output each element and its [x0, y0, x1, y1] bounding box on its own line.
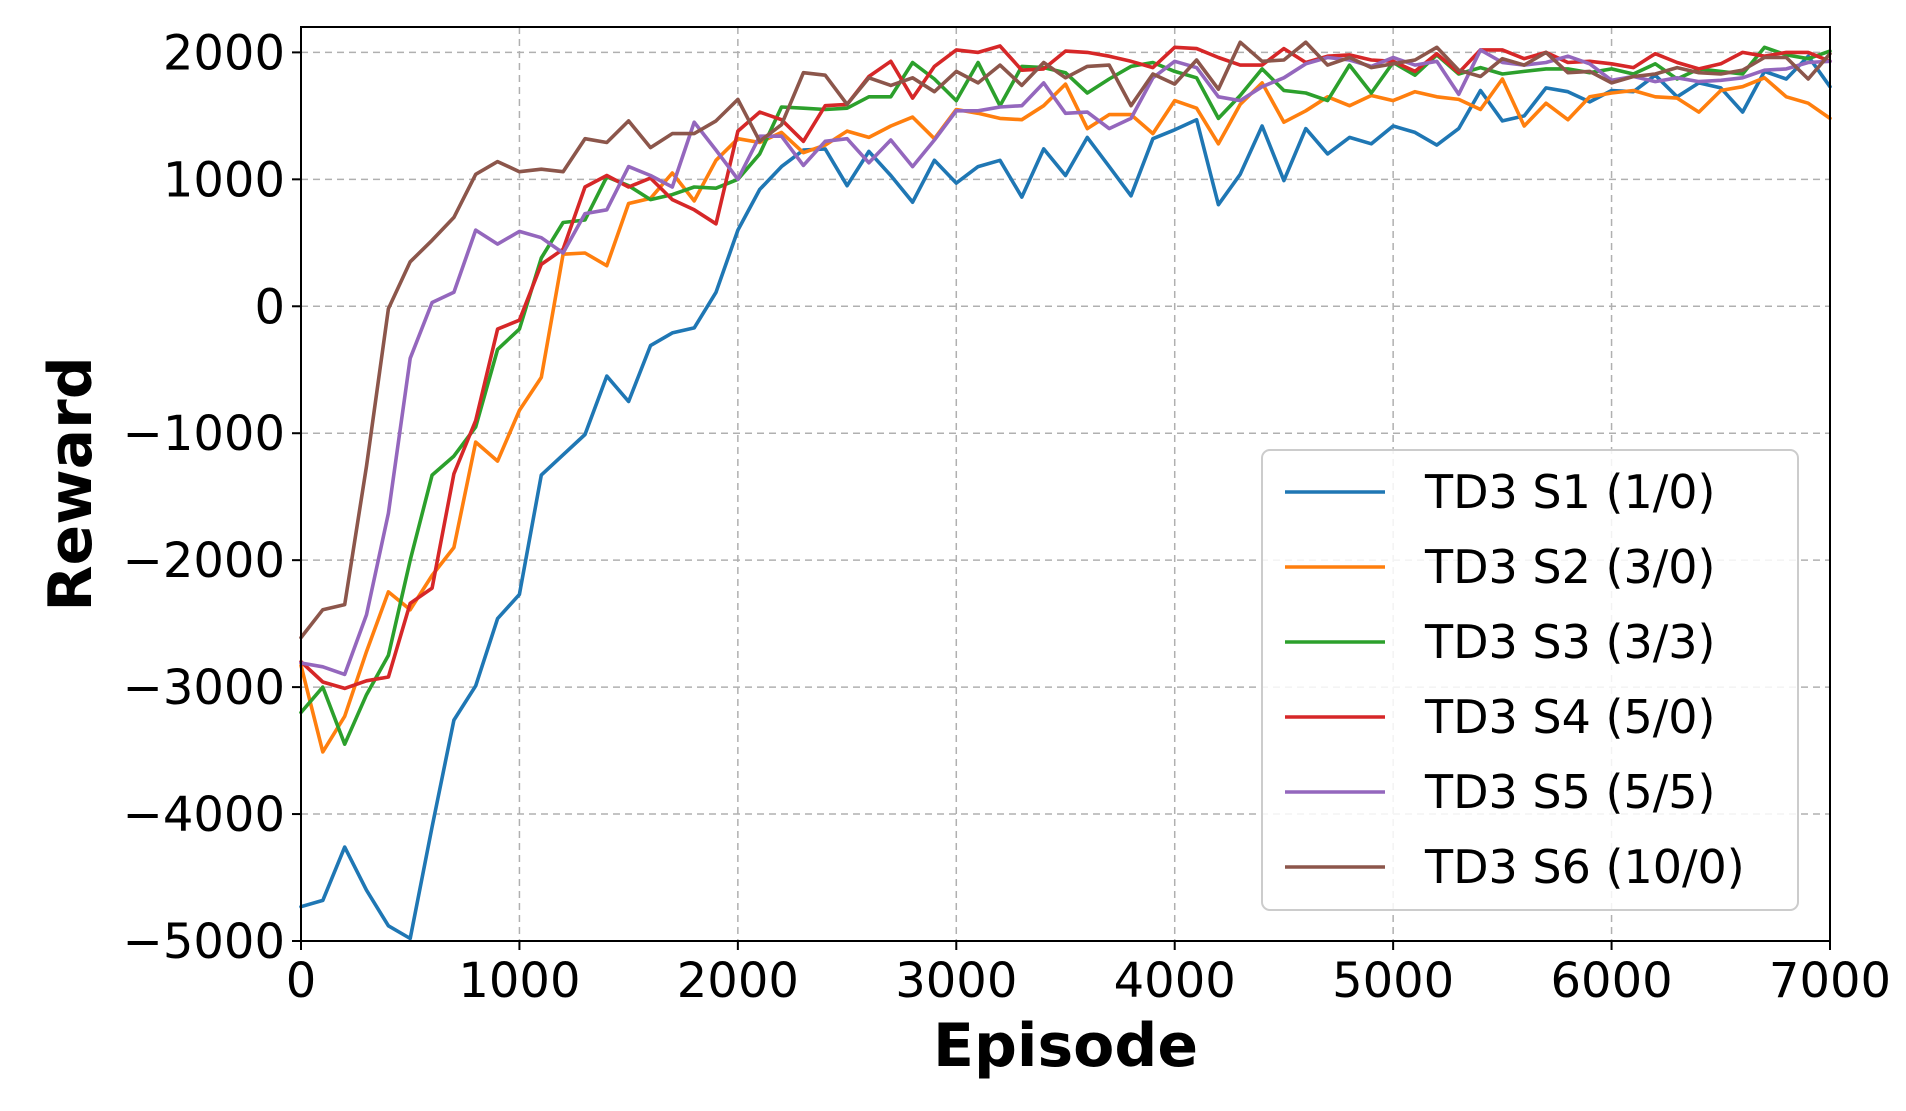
series-line-s6: [299, 40, 1832, 640]
legend-label: TD3 S4 (5/0): [1424, 690, 1715, 744]
legend-entry: TD3 S2 (3/0): [1285, 540, 1715, 594]
x-tick-label: 7000: [1769, 953, 1891, 1009]
legend: TD3 S1 (1/0) TD3 S2 (3/0) TD3 S3 (3/3) TD3 …: [1261, 449, 1799, 911]
series-line-s3: [299, 45, 1832, 747]
legend-label: TD3 S5 (5/5): [1424, 765, 1715, 819]
x-axis-title: Episode: [933, 1011, 1198, 1081]
x-tick-label: 0: [286, 953, 317, 1009]
x-axis-ticks: 0 1000 2000 3000 4000 5000 6000 7000: [286, 941, 1891, 1009]
x-tick-label: 1000: [458, 953, 580, 1009]
legend-entry: TD3 S4 (5/0): [1285, 690, 1715, 744]
x-tick-label: 5000: [1332, 953, 1454, 1009]
series-line-s5: [299, 48, 1832, 677]
y-tick-label: 2000: [163, 25, 285, 81]
series-line-s2: [299, 76, 1832, 754]
legend-entry: TD3 S1 (1/0): [1285, 465, 1715, 519]
series-line-s4: [299, 44, 1832, 691]
x-tick-label: 6000: [1550, 953, 1672, 1009]
legend-entry: TD3 S6 (10/0): [1285, 840, 1745, 894]
legend-label: TD3 S2 (3/0): [1424, 540, 1715, 594]
legend-entry: TD3 S5 (5/5): [1285, 765, 1715, 819]
x-tick-label: 2000: [677, 953, 799, 1009]
legend-box: [1261, 449, 1799, 911]
plot-frame: [300, 26, 1831, 942]
y-tick-label: −3000: [123, 660, 285, 716]
y-tick-label: 1000: [163, 152, 285, 208]
y-axis-title: Reward: [36, 356, 106, 611]
y-tick-label: −1000: [123, 406, 285, 462]
legend-label: TD3 S1 (1/0): [1424, 465, 1715, 519]
series-lines: [299, 40, 1832, 941]
x-tick-label: 3000: [895, 953, 1017, 1009]
y-tick-label: 0: [254, 279, 285, 335]
legend-label: TD3 S3 (3/3): [1424, 615, 1715, 669]
y-tick-label: −4000: [123, 787, 285, 843]
y-tick-label: −5000: [123, 914, 285, 970]
legend-label: TD3 S6 (10/0): [1424, 840, 1745, 894]
legend-entry: TD3 S3 (3/3): [1285, 615, 1715, 669]
y-axis-ticks: −5000 −4000 −3000 −2000 −1000 0 1000 2000: [123, 25, 301, 970]
y-tick-label: −2000: [123, 533, 285, 589]
x-tick-label: 4000: [1114, 953, 1236, 1009]
series-line-s1: [299, 54, 1832, 941]
